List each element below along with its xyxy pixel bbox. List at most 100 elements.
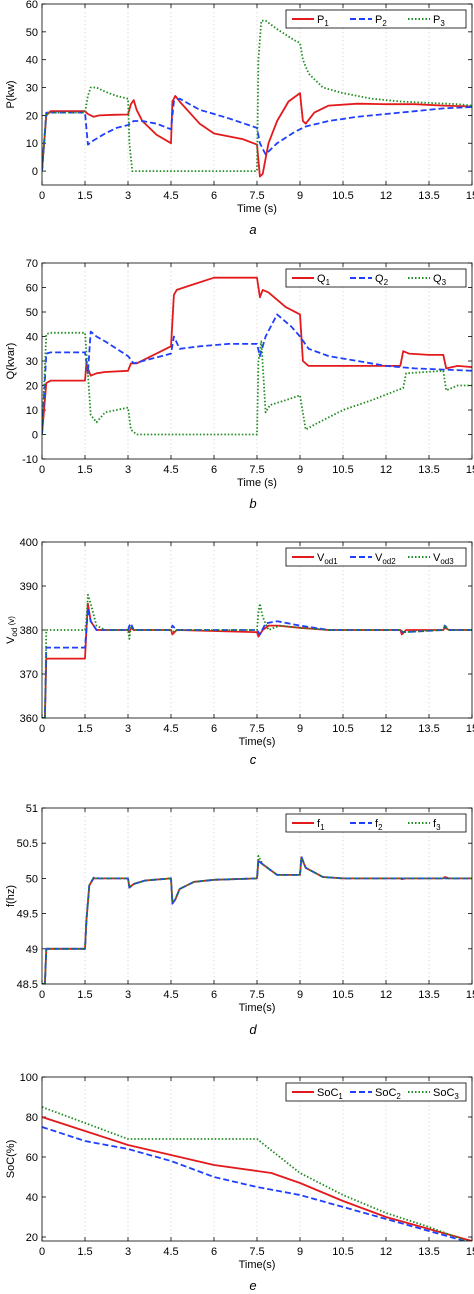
series-line-soc1: [42, 1116, 472, 1241]
x-tick-label: 13.5: [418, 723, 439, 735]
legend-entry: Q1: [317, 273, 331, 287]
y-axis-label: SoC(%): [5, 1140, 17, 1179]
y-tick-label: 370: [20, 669, 38, 681]
x-tick-label: 1.5: [77, 190, 92, 202]
legend-box: [285, 268, 467, 288]
y-axis-label: f(hz): [5, 885, 17, 907]
y-tick-label: 70: [26, 258, 38, 270]
y-axis-label: P(kw): [5, 80, 17, 108]
x-tick-label: 4.5: [163, 989, 178, 1001]
chart-panel-b: 01.534.567.5910.51213.515-10010203040506…: [5, 258, 474, 511]
x-tick-label: 13.5: [418, 1246, 439, 1258]
y-tick-label: 50: [26, 27, 38, 39]
series-line-soc2: [42, 1126, 469, 1241]
legend-entry: SoC3: [433, 1087, 459, 1101]
x-tick-label: 1.5: [77, 1246, 92, 1258]
y-tick-label: 20: [26, 1232, 38, 1244]
x-axis-label: Time(s): [239, 736, 276, 748]
x-tick-label: 1.5: [77, 723, 92, 735]
chart-panel-d: 0 1.5 3 4.5 6 7.5 9 10.5 12 13.5 15 48.5 49 49.5 50 50.…: [5, 803, 474, 1037]
plot-frame: [41, 262, 473, 460]
panel-caption: b: [249, 496, 256, 511]
series-line-p1: [42, 92, 472, 178]
x-tick-label: 3: [125, 464, 131, 476]
y-tick-label: 0: [32, 166, 38, 178]
series-line-soc3: [42, 1106, 470, 1241]
x-tick-label: 6: [211, 723, 217, 735]
y-tick-label: 40: [26, 1192, 38, 1204]
x-tick-label: 13.5: [418, 989, 439, 1001]
x-tick-label: 3: [125, 723, 131, 735]
x-tick-label: 12: [380, 1246, 392, 1258]
series-line-p3: [42, 19, 472, 173]
x-tick-label: 15: [466, 190, 474, 202]
x-tick-label: 6: [211, 989, 217, 1001]
y-tick-label: 51: [26, 803, 38, 815]
series-line-vod2: [42, 607, 472, 718]
y-tick-label: 50.5: [17, 838, 38, 850]
x-axis-label: Time (s): [237, 477, 277, 489]
y-tick-label: 380: [20, 625, 38, 637]
y-axis-label: Vod (v): [5, 616, 19, 644]
x-tick-label: 7.5: [249, 190, 264, 202]
y-axis-label: Q(kvar): [5, 343, 17, 380]
y-tick-label: 40: [26, 332, 38, 344]
x-tick-label: 0: [39, 1246, 45, 1258]
x-tick-label: 4.5: [163, 190, 178, 202]
y-tick-label: 48.5: [17, 979, 38, 991]
x-tick-label: 15: [466, 1246, 474, 1258]
x-tick-label: 1.5: [77, 464, 92, 476]
legend-entry: P1: [317, 14, 329, 28]
legend-entry: f3: [433, 818, 441, 832]
x-tick-label: 10.5: [332, 464, 353, 476]
series-line-vod1: [42, 602, 472, 718]
x-tick-label: 0: [39, 989, 45, 1001]
x-tick-label: 10.5: [332, 989, 353, 1001]
legend-box: [285, 547, 467, 567]
plot-frame: [41, 541, 473, 719]
legend-box: [285, 1082, 467, 1102]
chart-panel-e: 0 1.5 3 4.5 6 7.5 9 10.5 12 13.5 15 20 40 60 80 100 SoC1…: [5, 1072, 474, 1293]
legend-entry: SoC1: [317, 1087, 343, 1101]
x-axis-label: Time(s): [239, 1259, 276, 1271]
y-tick-label: 0: [32, 430, 38, 442]
y-tick-label: 400: [20, 537, 38, 549]
x-tick-label: 6: [211, 464, 217, 476]
legend-entry: Vod2: [375, 552, 396, 566]
legend-entry: P2: [375, 14, 387, 28]
x-tick-label: 0: [39, 723, 45, 735]
y-tick-label: 60: [26, 0, 38, 11]
y-tick-label: -10: [22, 454, 38, 466]
legend-entry: Q2: [375, 273, 389, 287]
x-tick-label: 3: [125, 1246, 131, 1258]
x-tick-label: 9: [297, 464, 303, 476]
series-line-p2: [42, 97, 472, 172]
y-tick-label: 50: [26, 873, 38, 885]
x-tick-label: 4.5: [163, 464, 178, 476]
y-tick-label: 30: [26, 83, 38, 95]
legend-entry: Q3: [433, 273, 447, 287]
y-tick-label: 49: [26, 944, 38, 956]
x-tick-label: 12: [380, 723, 392, 735]
x-tick-label: 3: [125, 989, 131, 1001]
legend-box: [285, 813, 467, 833]
y-tick-label: 20: [26, 381, 38, 393]
legend-entry: P3: [433, 14, 445, 28]
x-tick-label: 0: [39, 190, 45, 202]
x-tick-label: 7.5: [249, 989, 264, 1001]
x-tick-label: 7.5: [249, 723, 264, 735]
x-tick-label: 13.5: [418, 190, 439, 202]
legend: Q1 Q2 Q3: [285, 268, 467, 288]
y-tick-label: 40: [26, 55, 38, 67]
legend-entry: SoC2: [375, 1087, 401, 1101]
series-line-q1: [42, 276, 472, 435]
x-tick-label: 9: [297, 723, 303, 735]
x-tick-label: 4.5: [163, 723, 178, 735]
x-tick-label: 9: [297, 190, 303, 202]
y-tick-label: 10: [26, 405, 38, 417]
x-tick-label: 15: [466, 989, 474, 1001]
x-tick-label: 12: [380, 989, 392, 1001]
legend: P1 P2 P3: [285, 9, 467, 29]
legend: Vod1 Vod2 Vod3: [285, 547, 467, 567]
